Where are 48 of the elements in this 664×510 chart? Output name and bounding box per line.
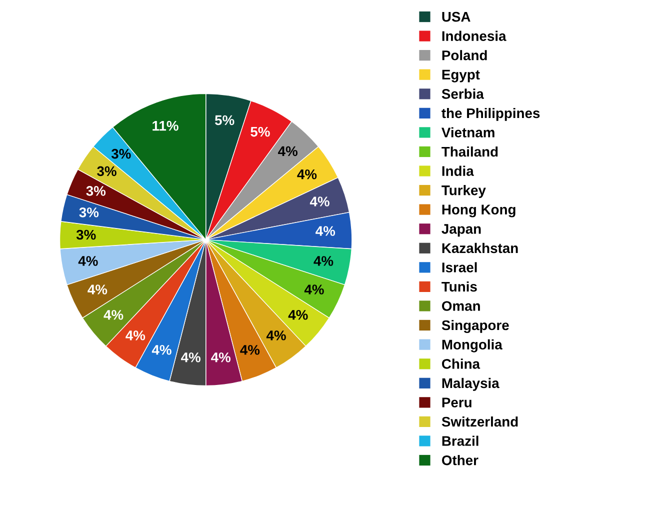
data-label: 3%	[79, 207, 99, 218]
legend-label: Oman	[442, 301, 480, 311]
data-label: 4%	[316, 226, 336, 236]
legend-label: Japan	[442, 224, 481, 237]
data-label: 3%	[86, 186, 106, 196]
data-label: 4%	[314, 256, 334, 266]
legend-label: Thailand	[442, 146, 498, 157]
legend-label: Vietnam	[442, 127, 494, 138]
data-label: 4%	[78, 256, 98, 266]
legend-label: Other	[442, 455, 478, 466]
legend-label: Switzerland	[442, 416, 518, 427]
legend-label: Kazakhstan	[442, 242, 518, 254]
data-label: 3%	[76, 230, 96, 240]
data-label: 4%	[152, 345, 172, 355]
legend-label: Peru	[442, 398, 472, 408]
data-label: 5%	[250, 126, 270, 137]
data-label: 4%	[104, 310, 124, 320]
legend-label: Brazil	[442, 436, 478, 446]
legend-label: Israel	[442, 262, 477, 272]
legend-label: Tunis	[442, 281, 477, 292]
legend-label: Indonesia	[442, 30, 506, 41]
legend-label: China	[442, 358, 480, 369]
legend-label: Mongolia	[442, 339, 502, 352]
data-label: 4%	[126, 330, 146, 340]
legend-label: Serbia	[442, 88, 484, 99]
legend-label: the Philippines	[442, 108, 540, 121]
data-label: 4%	[278, 146, 298, 156]
data-label: 4%	[240, 345, 260, 355]
legend-label: Hong Kong	[442, 204, 516, 218]
data-label: 3%	[97, 166, 116, 176]
legend-label: Turkey	[442, 185, 486, 198]
data-label: 4%	[266, 330, 286, 340]
data-label: 4%	[181, 352, 200, 362]
data-label: 4%	[310, 196, 330, 206]
data-label: 4%	[211, 352, 231, 362]
data-label: 4%	[304, 284, 324, 294]
legend-label: USA	[442, 12, 470, 22]
data-label: 11%	[152, 120, 178, 131]
data-label: 4%	[288, 310, 308, 320]
legend-label: Malaysia	[442, 378, 500, 391]
legend-label: Poland	[442, 50, 487, 60]
legend-label: Singapore	[442, 320, 509, 333]
data-label: 5%	[214, 115, 234, 126]
legend-label: Egypt	[442, 70, 480, 82]
data-label: 4%	[297, 169, 317, 180]
legend-label: India	[442, 166, 474, 176]
data-label: 4%	[88, 284, 108, 294]
data-label: 3%	[111, 148, 131, 159]
